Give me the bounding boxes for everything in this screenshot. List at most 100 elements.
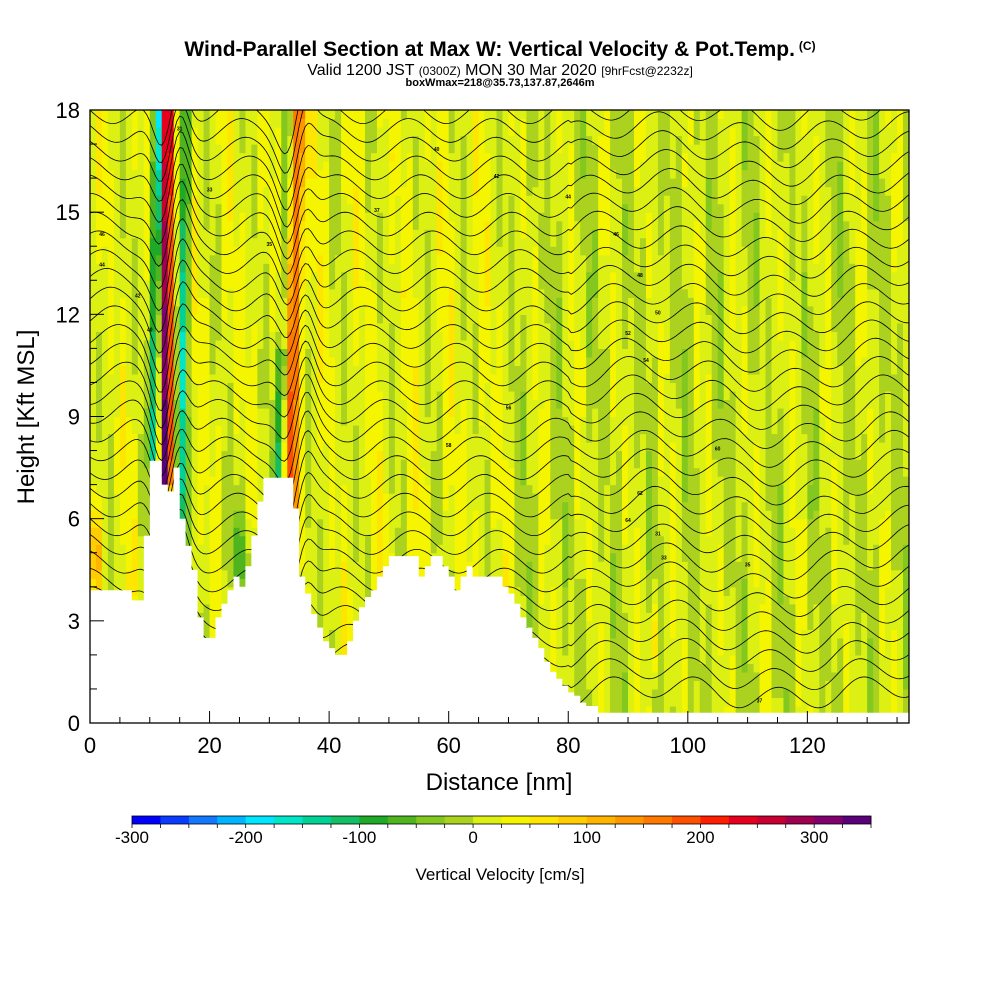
field-cell <box>191 203 199 213</box>
field-cell <box>299 450 306 460</box>
field-cell <box>101 373 109 384</box>
field-cell <box>376 484 384 494</box>
field-cell <box>418 144 426 154</box>
field-cell <box>131 552 139 562</box>
field-cell <box>418 118 426 128</box>
field-cell <box>197 356 205 367</box>
field-cell <box>436 169 444 179</box>
field-cell <box>209 195 217 205</box>
field-cell <box>137 416 145 426</box>
field-cell <box>203 535 211 545</box>
field-cell <box>329 595 336 605</box>
field-cell <box>353 263 360 273</box>
field-cell <box>424 407 432 418</box>
field-cell <box>442 518 450 528</box>
field-cell <box>137 390 145 401</box>
field-cell <box>197 476 205 486</box>
field-cell <box>185 152 193 162</box>
field-cell <box>442 544 450 554</box>
field-cell <box>430 382 438 392</box>
field-cell <box>107 220 115 230</box>
field-cell <box>257 459 264 469</box>
field-cell <box>215 118 223 128</box>
field-cell <box>347 476 354 486</box>
field-cell <box>227 552 235 562</box>
field-cell <box>370 459 378 469</box>
field-cell <box>209 118 217 128</box>
field-cell <box>388 527 396 537</box>
field-cell <box>185 535 193 545</box>
field-cell <box>263 161 270 171</box>
field-cell <box>203 629 211 639</box>
field-cell <box>353 297 360 307</box>
field-cell <box>406 246 414 256</box>
field-cell <box>119 237 127 247</box>
field-cell <box>448 237 456 247</box>
field-cell <box>394 501 402 511</box>
field-cell <box>197 322 205 332</box>
field-cell <box>95 476 103 486</box>
field-cell <box>143 416 151 426</box>
field-cell <box>233 152 241 162</box>
field-cell <box>191 459 199 469</box>
field-cell <box>263 246 270 256</box>
field-cell <box>317 339 324 349</box>
field-cell <box>203 476 211 486</box>
field-cell <box>305 416 312 426</box>
field-cell <box>370 518 378 528</box>
field-cell <box>131 442 139 452</box>
field-cell <box>209 518 217 528</box>
field-cell <box>335 271 342 281</box>
field-cell <box>335 442 342 452</box>
field-cell <box>125 390 133 401</box>
field-cell <box>263 280 270 290</box>
field-cell <box>233 561 241 571</box>
field-cell <box>394 203 402 213</box>
field-cell <box>317 459 324 469</box>
field-cell <box>191 476 199 486</box>
field-cell <box>341 433 348 443</box>
field-cell <box>448 527 456 537</box>
field-cell <box>347 620 354 630</box>
field-cell <box>436 433 444 443</box>
field-cell <box>502 569 510 579</box>
field-cell <box>418 459 426 469</box>
field-cell <box>293 246 300 256</box>
field-cell <box>424 433 432 443</box>
field-cell <box>191 322 199 332</box>
field-cell <box>287 450 294 460</box>
field-cell <box>370 220 378 230</box>
field-cell <box>95 237 103 247</box>
field-cell <box>293 501 300 511</box>
field-cell <box>460 322 468 332</box>
field-cell <box>341 637 348 647</box>
field-cell <box>323 271 330 281</box>
field-cell <box>466 288 474 298</box>
field-cell <box>460 161 468 171</box>
field-cell <box>251 356 258 367</box>
field-cell <box>472 135 480 145</box>
field-cell <box>460 178 468 188</box>
field-cell <box>275 178 282 188</box>
field-cell <box>275 390 282 401</box>
field-cell <box>263 305 270 315</box>
field-cell <box>448 390 456 401</box>
field-cell <box>233 510 241 520</box>
field-cell <box>490 280 498 290</box>
field-cell <box>191 544 199 554</box>
field-cell <box>137 297 145 307</box>
field-cell <box>107 237 115 247</box>
field-cell <box>167 203 175 213</box>
field-cell <box>412 433 420 443</box>
field-cell <box>359 220 366 230</box>
field-cell <box>173 220 181 230</box>
field-cell <box>149 314 157 324</box>
field-cell <box>245 535 253 545</box>
field-cell <box>353 237 360 247</box>
field-cell <box>382 314 390 324</box>
field-cell <box>245 390 253 401</box>
field-cell <box>125 220 133 230</box>
field-cell <box>400 518 408 528</box>
field-cell <box>460 271 468 281</box>
field-cell <box>353 501 360 511</box>
